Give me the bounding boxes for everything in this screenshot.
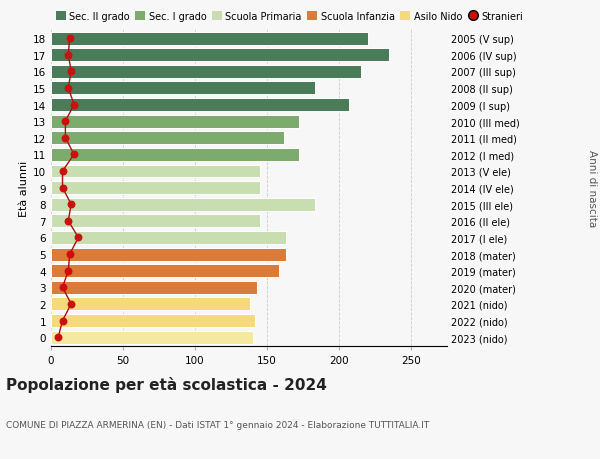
Bar — [51, 99, 349, 112]
Bar — [51, 182, 260, 195]
Bar — [51, 33, 368, 45]
Bar — [51, 231, 286, 244]
Point — [58, 185, 67, 192]
Point — [67, 68, 76, 76]
Bar — [51, 49, 389, 62]
Point — [65, 35, 74, 43]
Text: Popolazione per età scolastica - 2024: Popolazione per età scolastica - 2024 — [6, 376, 327, 392]
Bar — [51, 82, 314, 95]
Bar — [51, 215, 260, 228]
Bar — [51, 298, 250, 311]
Legend: Sec. II grado, Sec. I grado, Scuola Primaria, Scuola Infanzia, Asilo Nido, Stran: Sec. II grado, Sec. I grado, Scuola Prim… — [56, 12, 523, 22]
Point — [61, 118, 70, 125]
Point — [69, 151, 79, 159]
Point — [64, 52, 73, 59]
Bar — [51, 248, 286, 261]
Text: Anni di nascita: Anni di nascita — [587, 150, 597, 227]
Y-axis label: Età alunni: Età alunni — [19, 160, 29, 216]
Bar — [51, 331, 253, 344]
Point — [65, 251, 74, 258]
Point — [64, 218, 73, 225]
Point — [64, 268, 73, 275]
Point — [64, 85, 73, 92]
Point — [58, 284, 67, 291]
Point — [74, 234, 83, 241]
Point — [58, 317, 67, 325]
Bar — [51, 149, 299, 162]
Bar — [51, 314, 256, 327]
Point — [67, 301, 76, 308]
Bar — [51, 132, 284, 145]
Bar — [51, 198, 314, 211]
Point — [53, 334, 63, 341]
Bar — [51, 265, 278, 278]
Bar — [51, 115, 299, 129]
Point — [58, 168, 67, 175]
Text: COMUNE DI PIAZZA ARMERINA (EN) - Dati ISTAT 1° gennaio 2024 - Elaborazione TUTTI: COMUNE DI PIAZZA ARMERINA (EN) - Dati IS… — [6, 420, 429, 429]
Point — [61, 135, 70, 142]
Bar — [51, 281, 257, 294]
Point — [67, 201, 76, 208]
Bar — [51, 165, 260, 178]
Point — [69, 101, 79, 109]
Bar — [51, 66, 361, 78]
